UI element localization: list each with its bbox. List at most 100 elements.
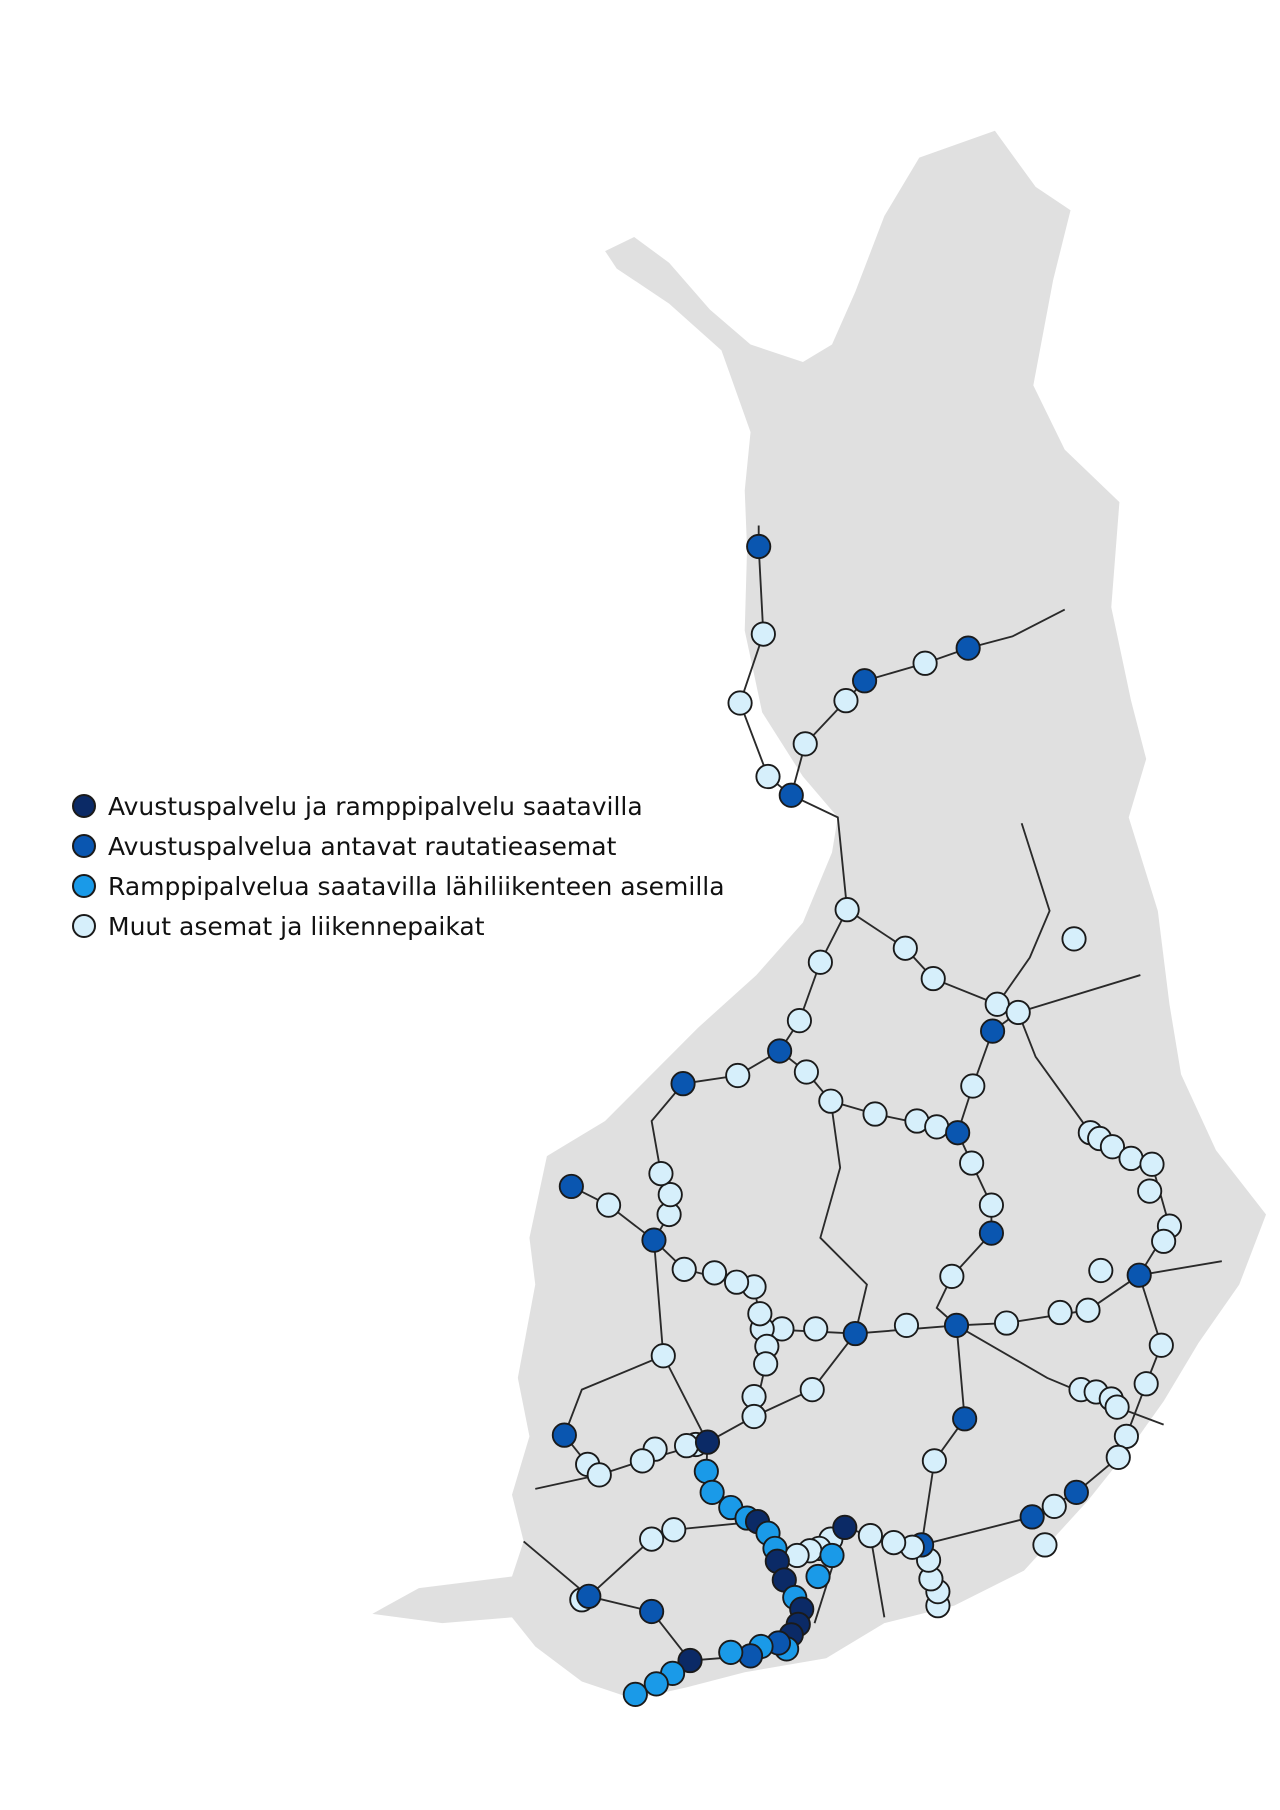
rail-line	[996, 822, 1051, 1005]
station-other	[1099, 1134, 1126, 1160]
station-other	[984, 991, 1010, 1017]
legend-item-assist-and-ramp: Avustuspalvelu ja ramppipalvelu saatavil…	[72, 786, 725, 826]
station-other	[912, 650, 938, 676]
station-other	[747, 1301, 773, 1327]
station-assist	[551, 1422, 577, 1448]
station-other	[701, 1260, 728, 1286]
legend-item-ramp-local: Ramppipalvelua saatavilla lähiliikenteen…	[72, 866, 725, 906]
station-other	[833, 688, 859, 714]
station-other	[978, 1192, 1004, 1218]
station-assist	[980, 1018, 1006, 1044]
station-other	[803, 1316, 829, 1342]
station-ramp-local	[718, 1639, 744, 1665]
station-other	[1139, 1151, 1165, 1177]
station-ramp-local	[622, 1681, 648, 1708]
station-other	[1151, 1228, 1177, 1254]
station-other	[727, 690, 753, 716]
station-other	[924, 1114, 950, 1140]
station-other	[786, 1007, 812, 1034]
rail-line	[563, 1354, 664, 1436]
rail-line	[869, 1535, 886, 1618]
station-ramp-local	[699, 1479, 725, 1505]
station-other	[753, 1351, 779, 1377]
legend-swatch-icon	[72, 834, 96, 858]
station-other	[857, 1522, 883, 1549]
station-other	[673, 1433, 700, 1459]
station-other	[750, 621, 776, 647]
station-assist	[955, 635, 981, 661]
station-assist	[778, 782, 804, 808]
legend-swatch-icon	[72, 794, 96, 818]
station-other	[1137, 1178, 1163, 1204]
station-other	[1088, 1257, 1114, 1284]
station-other	[892, 935, 918, 961]
station-other	[1047, 1299, 1073, 1326]
station-other	[725, 1062, 751, 1089]
station-assist	[670, 1071, 696, 1097]
station-assist	[576, 1583, 602, 1609]
station-other	[741, 1403, 767, 1430]
legend-label: Ramppipalvelua saatavilla lähiliikenteen…	[108, 871, 725, 901]
rail-line	[535, 1441, 708, 1490]
station-assist	[1063, 1479, 1089, 1505]
station-assist	[558, 1173, 584, 1200]
station-other	[661, 1517, 687, 1543]
station-other	[657, 1181, 683, 1208]
station-ramp-local	[805, 1563, 831, 1590]
station-other	[596, 1192, 622, 1218]
station-other	[1041, 1493, 1067, 1519]
station-other	[629, 1448, 655, 1474]
station-other	[1005, 999, 1031, 1026]
station-assist-and-ramp	[694, 1429, 721, 1455]
station-other	[648, 1160, 674, 1187]
station-other	[586, 1462, 612, 1488]
station-other	[650, 1343, 676, 1369]
station-assist-and-ramp	[832, 1514, 858, 1541]
station-assist	[746, 533, 772, 560]
station-other	[799, 1377, 825, 1403]
station-other	[1061, 926, 1087, 952]
station-other	[881, 1529, 907, 1556]
station-other	[1148, 1332, 1174, 1358]
station-other	[939, 1263, 965, 1289]
legend-label: Avustuspalvelu ja ramppipalvelu saatavil…	[108, 791, 643, 821]
station-assist	[852, 668, 878, 694]
legend-swatch-icon	[72, 914, 96, 938]
legend-label: Muut asemat ja liikennepaikat	[108, 911, 485, 941]
station-other	[792, 731, 818, 757]
station-other	[959, 1150, 985, 1176]
station-other	[1104, 1394, 1130, 1420]
station-other	[960, 1073, 986, 1099]
station-assist	[943, 1312, 970, 1338]
legend: Avustuspalvelu ja ramppipalvelu saatavil…	[72, 786, 725, 946]
station-other	[818, 1088, 844, 1114]
station-assist	[842, 1320, 868, 1347]
station-other	[1105, 1444, 1131, 1470]
station-assist	[945, 1120, 971, 1146]
legend-item-other-stations: Muut asemat ja liikennepaikat	[72, 906, 725, 946]
station-other	[755, 763, 781, 790]
station-assist	[978, 1220, 1004, 1246]
legend-item-assist-stations: Avustuspalvelua antavat rautatieasemat	[72, 826, 725, 866]
legend-label: Avustuspalvelua antavat rautatieasemat	[108, 831, 617, 861]
station-other	[639, 1526, 665, 1552]
station-assist	[767, 1038, 793, 1064]
station-other	[1113, 1423, 1139, 1449]
station-other	[862, 1101, 888, 1127]
station-assist	[952, 1406, 978, 1432]
station-assist	[1019, 1504, 1045, 1530]
station-assist	[639, 1598, 665, 1625]
legend-swatch-icon	[72, 874, 96, 898]
station-other	[807, 949, 833, 975]
station-ramp-local	[819, 1542, 845, 1569]
station-other	[920, 965, 946, 992]
station-other	[993, 1310, 1020, 1336]
station-ramp-local	[693, 1458, 719, 1484]
station-markers	[551, 533, 1183, 1708]
station-other	[1133, 1371, 1159, 1397]
station-other	[893, 1312, 920, 1338]
station-other	[1118, 1145, 1144, 1172]
station-other	[834, 897, 860, 923]
station-other	[921, 1448, 947, 1474]
